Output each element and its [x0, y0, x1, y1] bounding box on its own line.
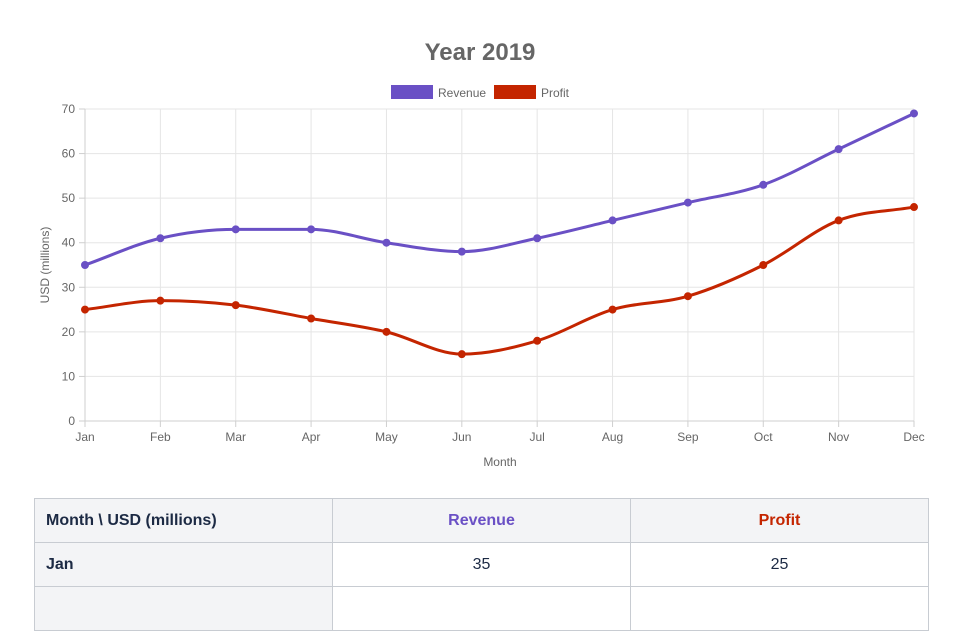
x-tick-label: Feb: [150, 430, 171, 444]
chart-legend: Revenue Profit: [391, 85, 570, 100]
legend-item-profit[interactable]: Profit: [494, 85, 570, 100]
x-tick-label: Mar: [225, 430, 246, 444]
x-tick-label: Oct: [754, 430, 773, 444]
table-header-revenue: Revenue: [332, 498, 631, 543]
data-point-profit: [910, 203, 918, 212]
data-point-revenue: [910, 109, 918, 118]
data-point-revenue: [683, 198, 692, 207]
series-line-revenue: [84, 112, 915, 267]
legend-label-revenue: Revenue: [438, 86, 486, 100]
y-axis-ticks: 0 10 20 30 40 50 60 70: [62, 102, 85, 428]
y-tick-label: 10: [62, 369, 76, 383]
chart-axes: [84, 109, 914, 422]
data-point-profit: [533, 336, 542, 345]
table-cell-revenue: [332, 586, 631, 631]
y-tick-label: 30: [62, 280, 76, 294]
chart-title: Year 2019: [425, 39, 536, 66]
x-tick-label: Jan: [75, 430, 94, 444]
x-tick-label: Aug: [602, 430, 623, 444]
x-tick-label: Apr: [302, 430, 321, 444]
data-point-revenue: [81, 261, 89, 269]
x-tick-label: Jul: [530, 430, 545, 444]
data-point-profit: [608, 305, 617, 314]
chart-series: [81, 109, 918, 359]
data-point-profit: [457, 350, 466, 359]
legend-swatch-profit: [494, 85, 536, 99]
table-row-month: [34, 586, 333, 631]
data-point-profit: [683, 292, 692, 301]
data-point-revenue: [608, 216, 617, 225]
data-point-profit: [759, 261, 768, 269]
table-row: Jan 35 25: [34, 542, 929, 587]
table-cell-profit: 25: [630, 542, 929, 587]
table-cell-profit: [630, 586, 929, 631]
x-tick-label: Nov: [828, 430, 849, 444]
data-point-profit: [156, 296, 165, 305]
y-tick-label: 40: [62, 236, 76, 250]
data-table: Month \ USD (millions) Revenue Profit Ja…: [34, 498, 929, 631]
x-axis-label: Month: [483, 455, 516, 469]
data-point-revenue: [231, 225, 240, 234]
table-cell-revenue: 35: [332, 542, 631, 587]
legend-item-revenue[interactable]: Revenue: [391, 85, 486, 100]
y-tick-label: 20: [62, 325, 76, 339]
x-tick-label: Jun: [452, 430, 471, 444]
data-point-revenue: [533, 234, 542, 243]
data-point-profit: [834, 216, 843, 225]
table-header-row: Month \ USD (millions) Revenue Profit: [34, 498, 929, 543]
table-header-profit: Profit: [630, 498, 929, 543]
legend-label-profit: Profit: [541, 86, 570, 100]
data-point-revenue: [382, 238, 391, 247]
data-point-profit: [307, 314, 316, 323]
x-tick-label: May: [375, 430, 398, 444]
data-point-profit: [81, 305, 89, 314]
x-tick-label: Sep: [677, 430, 699, 444]
data-point-revenue: [457, 247, 466, 256]
data-point-profit: [382, 327, 391, 336]
data-point-revenue: [307, 225, 316, 234]
series-revenue: [81, 109, 918, 269]
y-axis-label: USD (millions): [38, 227, 52, 304]
x-axis-ticks: Jan Feb Mar Apr May Jun Jul Aug Sep Oct Nov Dec: [75, 421, 925, 444]
y-tick-label: 50: [62, 191, 76, 205]
chart-gridlines: [85, 108, 915, 421]
y-tick-label: 60: [62, 147, 76, 161]
data-point-revenue: [156, 234, 165, 243]
y-tick-label: 0: [68, 414, 75, 428]
data-point-revenue: [834, 145, 843, 154]
data-point-profit: [231, 301, 240, 310]
table-corner-header: Month \ USD (millions): [34, 498, 333, 543]
series-profit: [81, 203, 918, 359]
table-row: [34, 586, 929, 631]
table-row-month: Jan: [34, 542, 333, 587]
y-tick-label: 70: [62, 102, 76, 116]
legend-swatch-revenue: [391, 85, 433, 99]
data-point-revenue: [759, 180, 768, 189]
line-chart: Year 2019 Revenue Profit 010203040506070 …: [38, 39, 925, 469]
x-tick-label: Dec: [903, 430, 924, 444]
